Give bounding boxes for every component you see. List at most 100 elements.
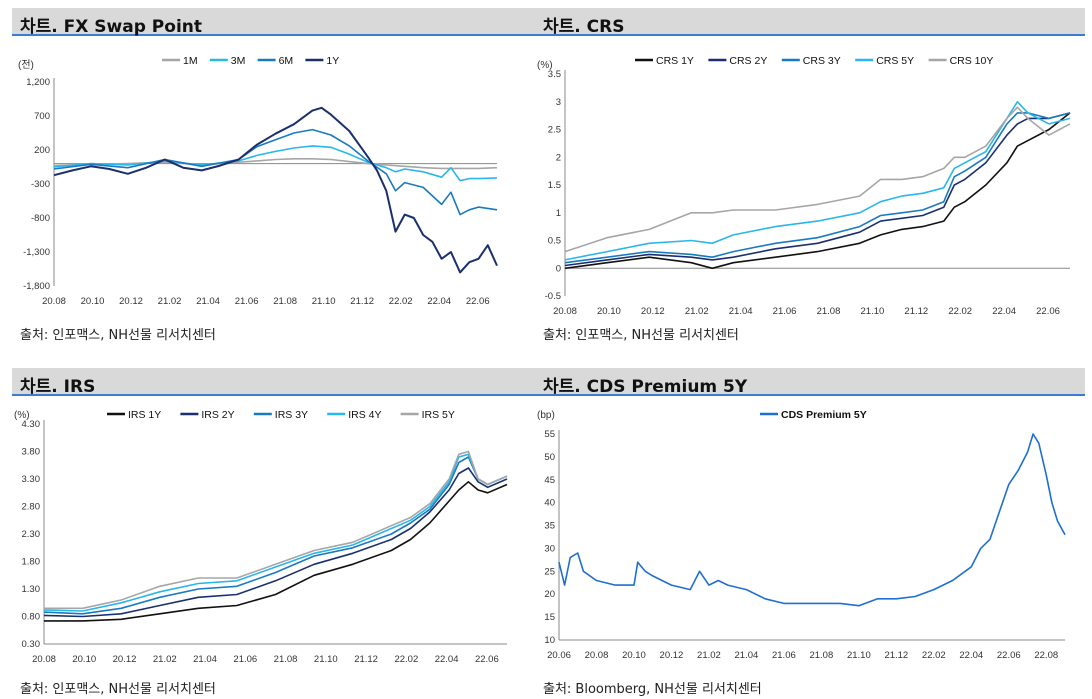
y-tick-label: -0.5 (545, 291, 561, 302)
x-tick-label: 21.10 (847, 650, 871, 661)
panel-crs: 차트. CRS (%) 3.5 3 2.5 2 1.5 1 0.5 0 -0.5 20.08 20.1… (535, 8, 1085, 343)
x-tick-label: 21.04 (735, 650, 759, 661)
x-tick-label: 21.02 (697, 650, 721, 661)
legend-label: CRS 5Y (876, 55, 914, 67)
x-tick-label: 21.06 (772, 650, 796, 661)
y-tick-label: 2.80 (22, 502, 41, 513)
x-tick-label: 21.06 (233, 654, 257, 665)
panel-title-bar: 차트. CDS Premium 5Y (535, 368, 1085, 397)
x-tick-label: 20.12 (660, 650, 684, 661)
y-tick-label: 35 (544, 521, 555, 532)
x-tick-label: 21.08 (817, 306, 841, 317)
x-tick-label: 22.02 (922, 650, 946, 661)
x-tick-label: 20.10 (622, 650, 646, 661)
series-line (44, 481, 508, 622)
x-tick-label: 21.08 (274, 654, 298, 665)
y-tick-label: 2.5 (548, 125, 561, 136)
x-tick-label: 21.08 (273, 296, 297, 307)
legend-label: CDS Premium 5Y (781, 409, 867, 421)
legend-label: 6M (279, 55, 294, 67)
x-tick-label: 22.04 (435, 654, 459, 665)
x-tick-label: 22.02 (948, 306, 972, 317)
legend-label: CRS 10Y (950, 55, 994, 67)
legend-label: 1Y (326, 55, 339, 67)
x-tick-label: 21.02 (685, 306, 709, 317)
series-line (53, 128, 498, 216)
x-tick-label: 21.10 (314, 654, 338, 665)
x-tick-label: 20.10 (81, 296, 105, 307)
y-tick-label: 2 (556, 152, 561, 163)
x-tick-label: 22.06 (997, 650, 1021, 661)
x-tick-label: 20.10 (72, 654, 96, 665)
y-tick-label: -1,300 (23, 247, 50, 258)
x-tick-label: 21.10 (861, 306, 885, 317)
x-tick-label: 21.04 (193, 654, 217, 665)
x-tick-label: 22.06 (1036, 306, 1060, 317)
legend-label: 3M (231, 55, 246, 67)
panel-title-bar: 차트. FX Swap Point (12, 8, 535, 37)
x-tick-label: 20.08 (32, 654, 56, 665)
x-tick-label: 20.08 (553, 306, 577, 317)
y-tick-label: 1.80 (22, 557, 41, 568)
series-line (44, 450, 508, 610)
x-tick-label: 21.06 (235, 296, 259, 307)
cds-premium-chart: (bp) 55 50 45 40 35 30 25 20 15 10 20.06 20.08 20.10 2… (537, 409, 1066, 661)
x-tick-label: 21.04 (196, 296, 220, 307)
panel-title-bar: 차트. CRS (535, 8, 1085, 37)
y-tick-label: 40 (544, 498, 555, 509)
x-tick-label: 22.02 (394, 654, 418, 665)
y-tick-label: 25 (544, 566, 555, 577)
series-line (564, 100, 1071, 261)
panel-fx-swap-point: 차트. FX Swap Point (전) 1,200 700 200 -300 -800… (12, 8, 535, 343)
unit-label: (bp) (537, 410, 555, 421)
y-tick-label: 55 (544, 429, 555, 440)
fx-swap-point-chart: (전) 1,200 700 200 -300 -800 -1,300 -1,800 20.08 2… (18, 55, 498, 307)
y-tick-label: 0.30 (22, 639, 41, 650)
panel-title: 차트. CRS (543, 17, 625, 37)
panel-title: 차트. FX Swap Point (20, 17, 202, 37)
y-tick-label: -300 (31, 179, 50, 190)
series-line (564, 112, 1071, 267)
y-tick-label: 10 (544, 635, 555, 646)
x-tick-label: 20.08 (42, 296, 66, 307)
panel-title-bar: 차트. IRS (12, 368, 535, 397)
x-tick-label: 22.04 (992, 306, 1016, 317)
unit-label: (%) (537, 60, 553, 71)
source-note: 출처: Bloomberg, NH선물 리서치센터 (543, 682, 762, 697)
legend-label: IRS 3Y (275, 409, 308, 421)
unit-label: (%) (14, 410, 30, 421)
x-tick-label: 22.06 (466, 296, 490, 307)
y-tick-label: 200 (34, 145, 50, 156)
x-tick-label: 21.02 (153, 654, 177, 665)
x-tick-label: 20.10 (597, 306, 621, 317)
source-note: 출처: 인포맥스, NH선물 리서치센터 (20, 682, 216, 697)
y-tick-label: 0 (556, 263, 561, 274)
legend-label: IRS 4Y (348, 409, 381, 421)
y-tick-label: 1.5 (548, 180, 561, 191)
crs-chart: (%)3.5 3 2.5 2 1.5 1 0.5 0 -0.5 20.08 20.10 20.12 21… (537, 55, 1071, 317)
legend-label: IRS 1Y (128, 409, 161, 421)
source-note: 출처: 인포맥스, NH선물 리서치센터 (543, 328, 739, 343)
y-tick-label: 2.30 (22, 529, 41, 540)
legend-label: CRS 3Y (803, 55, 841, 67)
x-tick-label: 21.02 (158, 296, 182, 307)
legend-label: CRS 1Y (656, 55, 694, 67)
legend-label: IRS 5Y (422, 409, 455, 421)
series-line (564, 106, 1071, 253)
x-tick-label: 22.04 (959, 650, 983, 661)
x-tick-label: 20.06 (547, 650, 571, 661)
y-tick-label: 1,200 (26, 77, 50, 88)
panel-title: 차트. IRS (20, 377, 96, 397)
y-tick-label: 0.5 (548, 236, 561, 247)
legend-label: CRS 2Y (729, 55, 767, 67)
y-tick-label: -1,800 (23, 281, 50, 292)
x-tick-label: 22.04 (427, 296, 451, 307)
x-tick-label: 21.12 (884, 650, 908, 661)
y-tick-label: 4.30 (22, 419, 41, 430)
x-tick-label: 22.06 (475, 654, 499, 665)
series-line (43, 456, 508, 615)
y-tick-label: 20 (544, 589, 555, 600)
x-tick-label: 21.12 (350, 296, 374, 307)
x-tick-label: 21.12 (904, 306, 928, 317)
x-tick-label: 20.12 (119, 296, 143, 307)
